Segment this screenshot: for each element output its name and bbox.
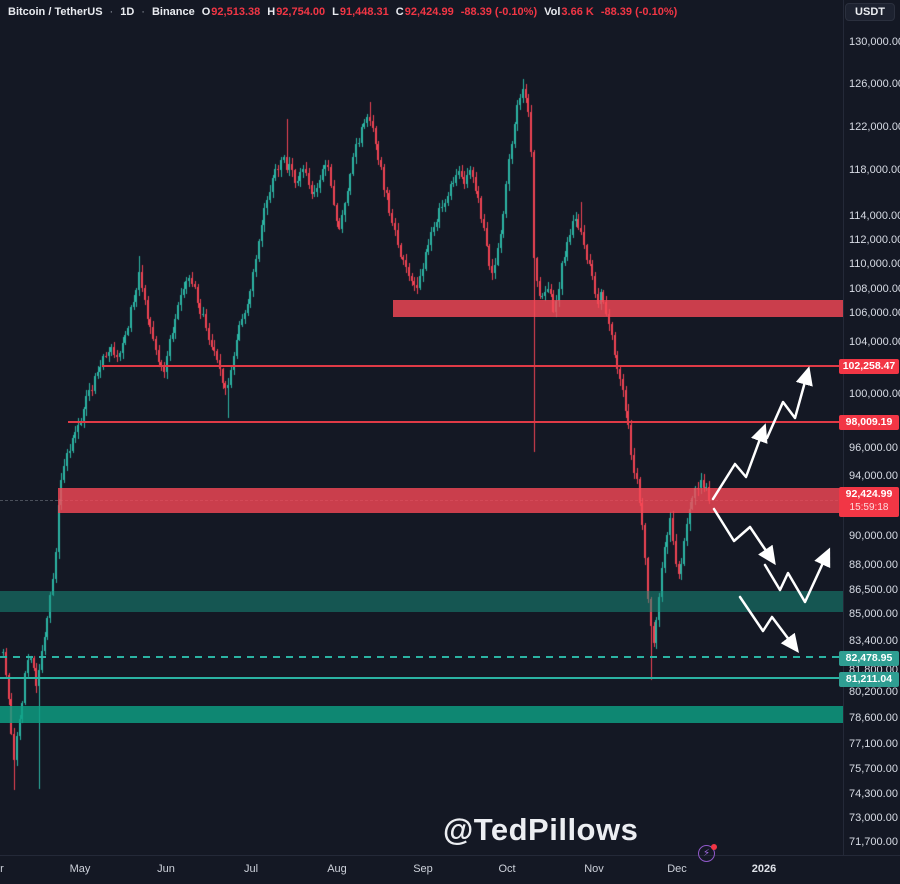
supply-zone-mid[interactable] xyxy=(58,488,843,513)
price-tick: 85,000.00 xyxy=(849,608,898,620)
ohlc-low: L 91,448.31 xyxy=(332,6,389,18)
time-label: r xyxy=(0,863,4,875)
quick-action-button[interactable]: ⚡ xyxy=(697,844,717,864)
exchange-name[interactable]: Binance xyxy=(151,6,195,18)
price-tick: 80,200.00 xyxy=(849,686,898,698)
price-tick: 110,000.00 xyxy=(849,258,900,270)
price-tick: 94,000.00 xyxy=(849,470,898,482)
lightning-icon: ⚡ xyxy=(698,845,715,862)
price-tick: 112,000.00 xyxy=(849,234,900,246)
time-label: Dec xyxy=(667,863,687,875)
separator-dot: · xyxy=(141,6,145,18)
price-level-label: 98,009.19 xyxy=(839,414,899,430)
candle-countdown: 15:59:18 xyxy=(849,502,889,513)
price-level-label: 102,258.47 xyxy=(839,358,899,374)
last-price-label: 92,424.99 15:59:18 xyxy=(839,487,899,517)
bearish-projection-2[interactable] xyxy=(738,595,799,653)
symbol-info-bar: Bitcoin / TetherUS · 1D · Binance O 92,51… xyxy=(8,4,677,20)
demand-zone-lower[interactable] xyxy=(0,706,843,723)
notification-dot xyxy=(711,844,717,850)
price-tick: 90,000.00 xyxy=(849,530,898,542)
support-level-82478[interactable] xyxy=(0,656,843,658)
price-tick: 104,000.00 xyxy=(849,336,900,348)
price-tick: 78,600.00 xyxy=(849,712,898,724)
resistance-level-102258[interactable] xyxy=(102,365,843,367)
support-level-81211[interactable] xyxy=(0,677,843,679)
price-tick: 106,000.00 xyxy=(849,307,900,319)
volume-readout: Vol 3.66 K xyxy=(544,6,594,18)
price-tick: 88,000.00 xyxy=(849,559,898,571)
projection-arrows-layer[interactable] xyxy=(0,0,843,855)
price-tick: 108,000.00 xyxy=(849,283,900,295)
time-label: Sep xyxy=(413,863,433,875)
price-tick: 126,000.00 xyxy=(849,78,900,90)
time-label: May xyxy=(69,863,91,875)
volume-change: -88.39 (-0.10%) xyxy=(600,6,678,18)
price-tick: 86,500.00 xyxy=(849,584,898,596)
price-tick: 75,700.00 xyxy=(849,763,898,775)
price-tick: 130,000.00 xyxy=(849,36,900,48)
symbol-name[interactable]: Bitcoin / TetherUS xyxy=(8,6,103,18)
price-tick: 118,000.00 xyxy=(849,164,900,176)
price-tick: 71,700.00 xyxy=(849,836,898,848)
price-level-label: 81,211.04 xyxy=(839,671,899,687)
ohlc-high: H 92,754.00 xyxy=(267,6,326,18)
price-tick: 77,100.00 xyxy=(849,738,898,750)
resistance-level-98009[interactable] xyxy=(68,421,843,423)
time-label: 2026 xyxy=(751,863,777,875)
time-label: Oct xyxy=(498,863,516,875)
watermark-handle: @TedPillows xyxy=(443,812,639,847)
bearish-bounce-projection[interactable] xyxy=(763,547,831,604)
price-tick: 114,000.00 xyxy=(849,210,900,222)
demand-zone-upper[interactable] xyxy=(0,591,843,612)
price-level-label: 82,478.95 xyxy=(839,650,899,666)
bullish-projection-1[interactable] xyxy=(711,423,768,501)
interval-button[interactable]: 1D xyxy=(120,6,135,18)
time-label: Jul xyxy=(243,863,259,875)
price-tick: 74,300.00 xyxy=(849,788,898,800)
currency-toggle-button[interactable]: USDT xyxy=(845,3,895,21)
time-label: Aug xyxy=(327,863,347,875)
bullish-projection-2[interactable] xyxy=(765,366,813,440)
ohlc-open: O 92,513.38 xyxy=(201,6,261,18)
time-axis[interactable]: r May Jun Jul Aug Sep Oct Nov Dec 2026 xyxy=(0,855,900,884)
price-change: -88.39 (-0.10%) xyxy=(460,6,538,18)
price-tick: 83,400.00 xyxy=(849,635,898,647)
price-tick: 96,000.00 xyxy=(849,442,898,454)
supply-zone-upper[interactable] xyxy=(393,300,843,317)
time-label: Nov xyxy=(584,863,604,875)
price-tick: 122,000.00 xyxy=(849,121,900,133)
time-label: Jun xyxy=(157,863,175,875)
price-tick: 73,000.00 xyxy=(849,812,898,824)
ohlc-close: C 92,424.99 xyxy=(395,6,454,18)
separator-dot: · xyxy=(109,6,114,18)
price-tick: 100,000.00 xyxy=(849,388,900,400)
bearish-projection-1[interactable] xyxy=(712,507,776,566)
